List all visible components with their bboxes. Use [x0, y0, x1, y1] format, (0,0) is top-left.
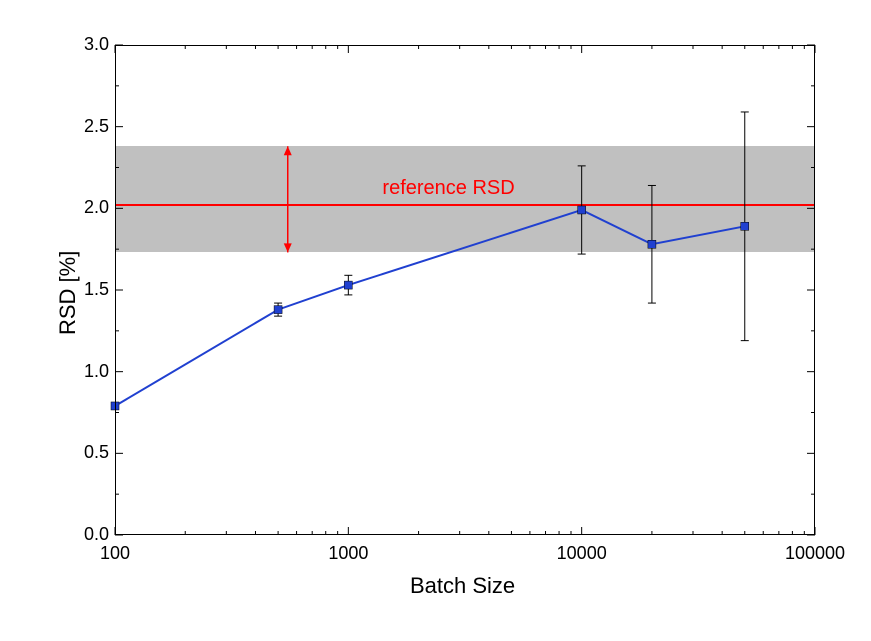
- y-tick-label: 1.5: [75, 279, 109, 300]
- x-tick-label: 10000: [557, 543, 607, 564]
- y-tick-label: 2.5: [75, 116, 109, 137]
- chart-canvas: reference RSD RSD [%] Batch Size 1001000…: [0, 0, 871, 641]
- plot-area: [115, 45, 815, 535]
- y-tick-label: 0.0: [75, 524, 109, 545]
- y-tick-label: 1.0: [75, 361, 109, 382]
- y-tick-label: 3.0: [75, 34, 109, 55]
- x-tick-label: 1000: [328, 543, 368, 564]
- x-axis-label: Batch Size: [410, 573, 515, 599]
- y-tick-label: 0.5: [75, 442, 109, 463]
- reference-label: reference RSD: [382, 177, 514, 200]
- y-tick-label: 2.0: [75, 197, 109, 218]
- reference-line: [116, 204, 814, 206]
- x-tick-label: 100: [100, 543, 130, 564]
- x-tick-label: 100000: [785, 543, 845, 564]
